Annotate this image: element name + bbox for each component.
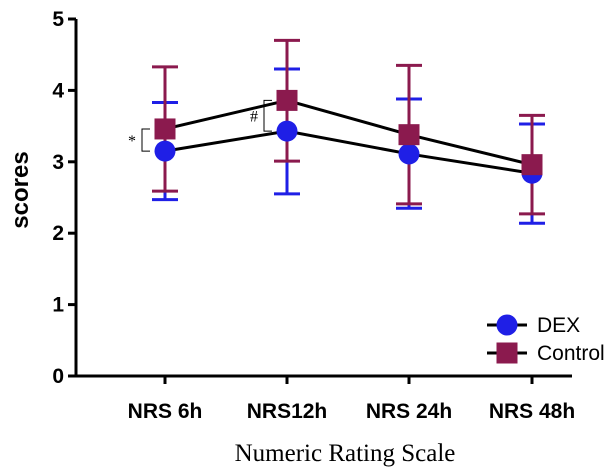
x-tick-label: NRS 24h — [366, 400, 452, 423]
legend-marker-dex — [496, 314, 518, 336]
significance-marker: # — [250, 109, 258, 126]
x-axis-label: Numeric Rating Scale — [235, 440, 456, 467]
series-layer — [152, 38, 545, 225]
y-tick-label: 3 — [52, 151, 64, 174]
data-point-control — [398, 124, 420, 146]
data-point-control — [521, 154, 543, 176]
y-tick-label: 0 — [52, 365, 64, 388]
annotations: *# — [128, 99, 272, 152]
significance-bracket — [141, 128, 150, 152]
series-line-control — [164, 98, 533, 167]
x-tick-label: NRS 48h — [489, 400, 575, 423]
y-tick-label: 2 — [52, 222, 64, 245]
significance-marker: * — [128, 133, 136, 150]
data-point-dex — [276, 120, 298, 142]
data-point-control — [154, 118, 176, 140]
axes: 0 1 2 3 4 5 NRS 6h NRS12h NRS 24h NRS 48h — [52, 8, 575, 423]
y-axis-label: scores — [7, 151, 34, 228]
legend-label-control: Control — [537, 342, 605, 365]
data-point-dex — [154, 140, 176, 162]
series-line-dex — [164, 129, 533, 175]
y-tick-label: 4 — [52, 79, 64, 102]
data-point-dex — [398, 143, 420, 165]
y-tick-label: 5 — [52, 8, 64, 31]
legend: DEX Control — [487, 314, 605, 365]
data-point-control — [276, 89, 298, 111]
legend-label-dex: DEX — [537, 314, 580, 337]
y-tick-label: 1 — [52, 294, 64, 317]
x-tick-label: NRS12h — [247, 400, 328, 423]
x-tick-label: NRS 6h — [128, 400, 203, 423]
significance-bracket — [263, 99, 272, 132]
legend-marker-control — [496, 342, 518, 364]
